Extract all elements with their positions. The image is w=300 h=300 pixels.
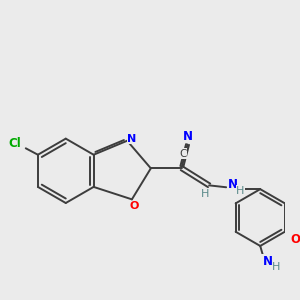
Text: N: N: [228, 178, 238, 191]
Text: O: O: [129, 201, 139, 211]
Text: N: N: [263, 255, 273, 268]
Text: H: H: [236, 186, 245, 196]
Text: H: H: [272, 262, 281, 272]
Text: H: H: [201, 189, 209, 199]
Text: N: N: [182, 130, 193, 142]
Text: Cl: Cl: [9, 137, 22, 150]
Text: O: O: [290, 232, 300, 246]
Text: N: N: [127, 134, 136, 144]
Text: C: C: [179, 149, 186, 159]
